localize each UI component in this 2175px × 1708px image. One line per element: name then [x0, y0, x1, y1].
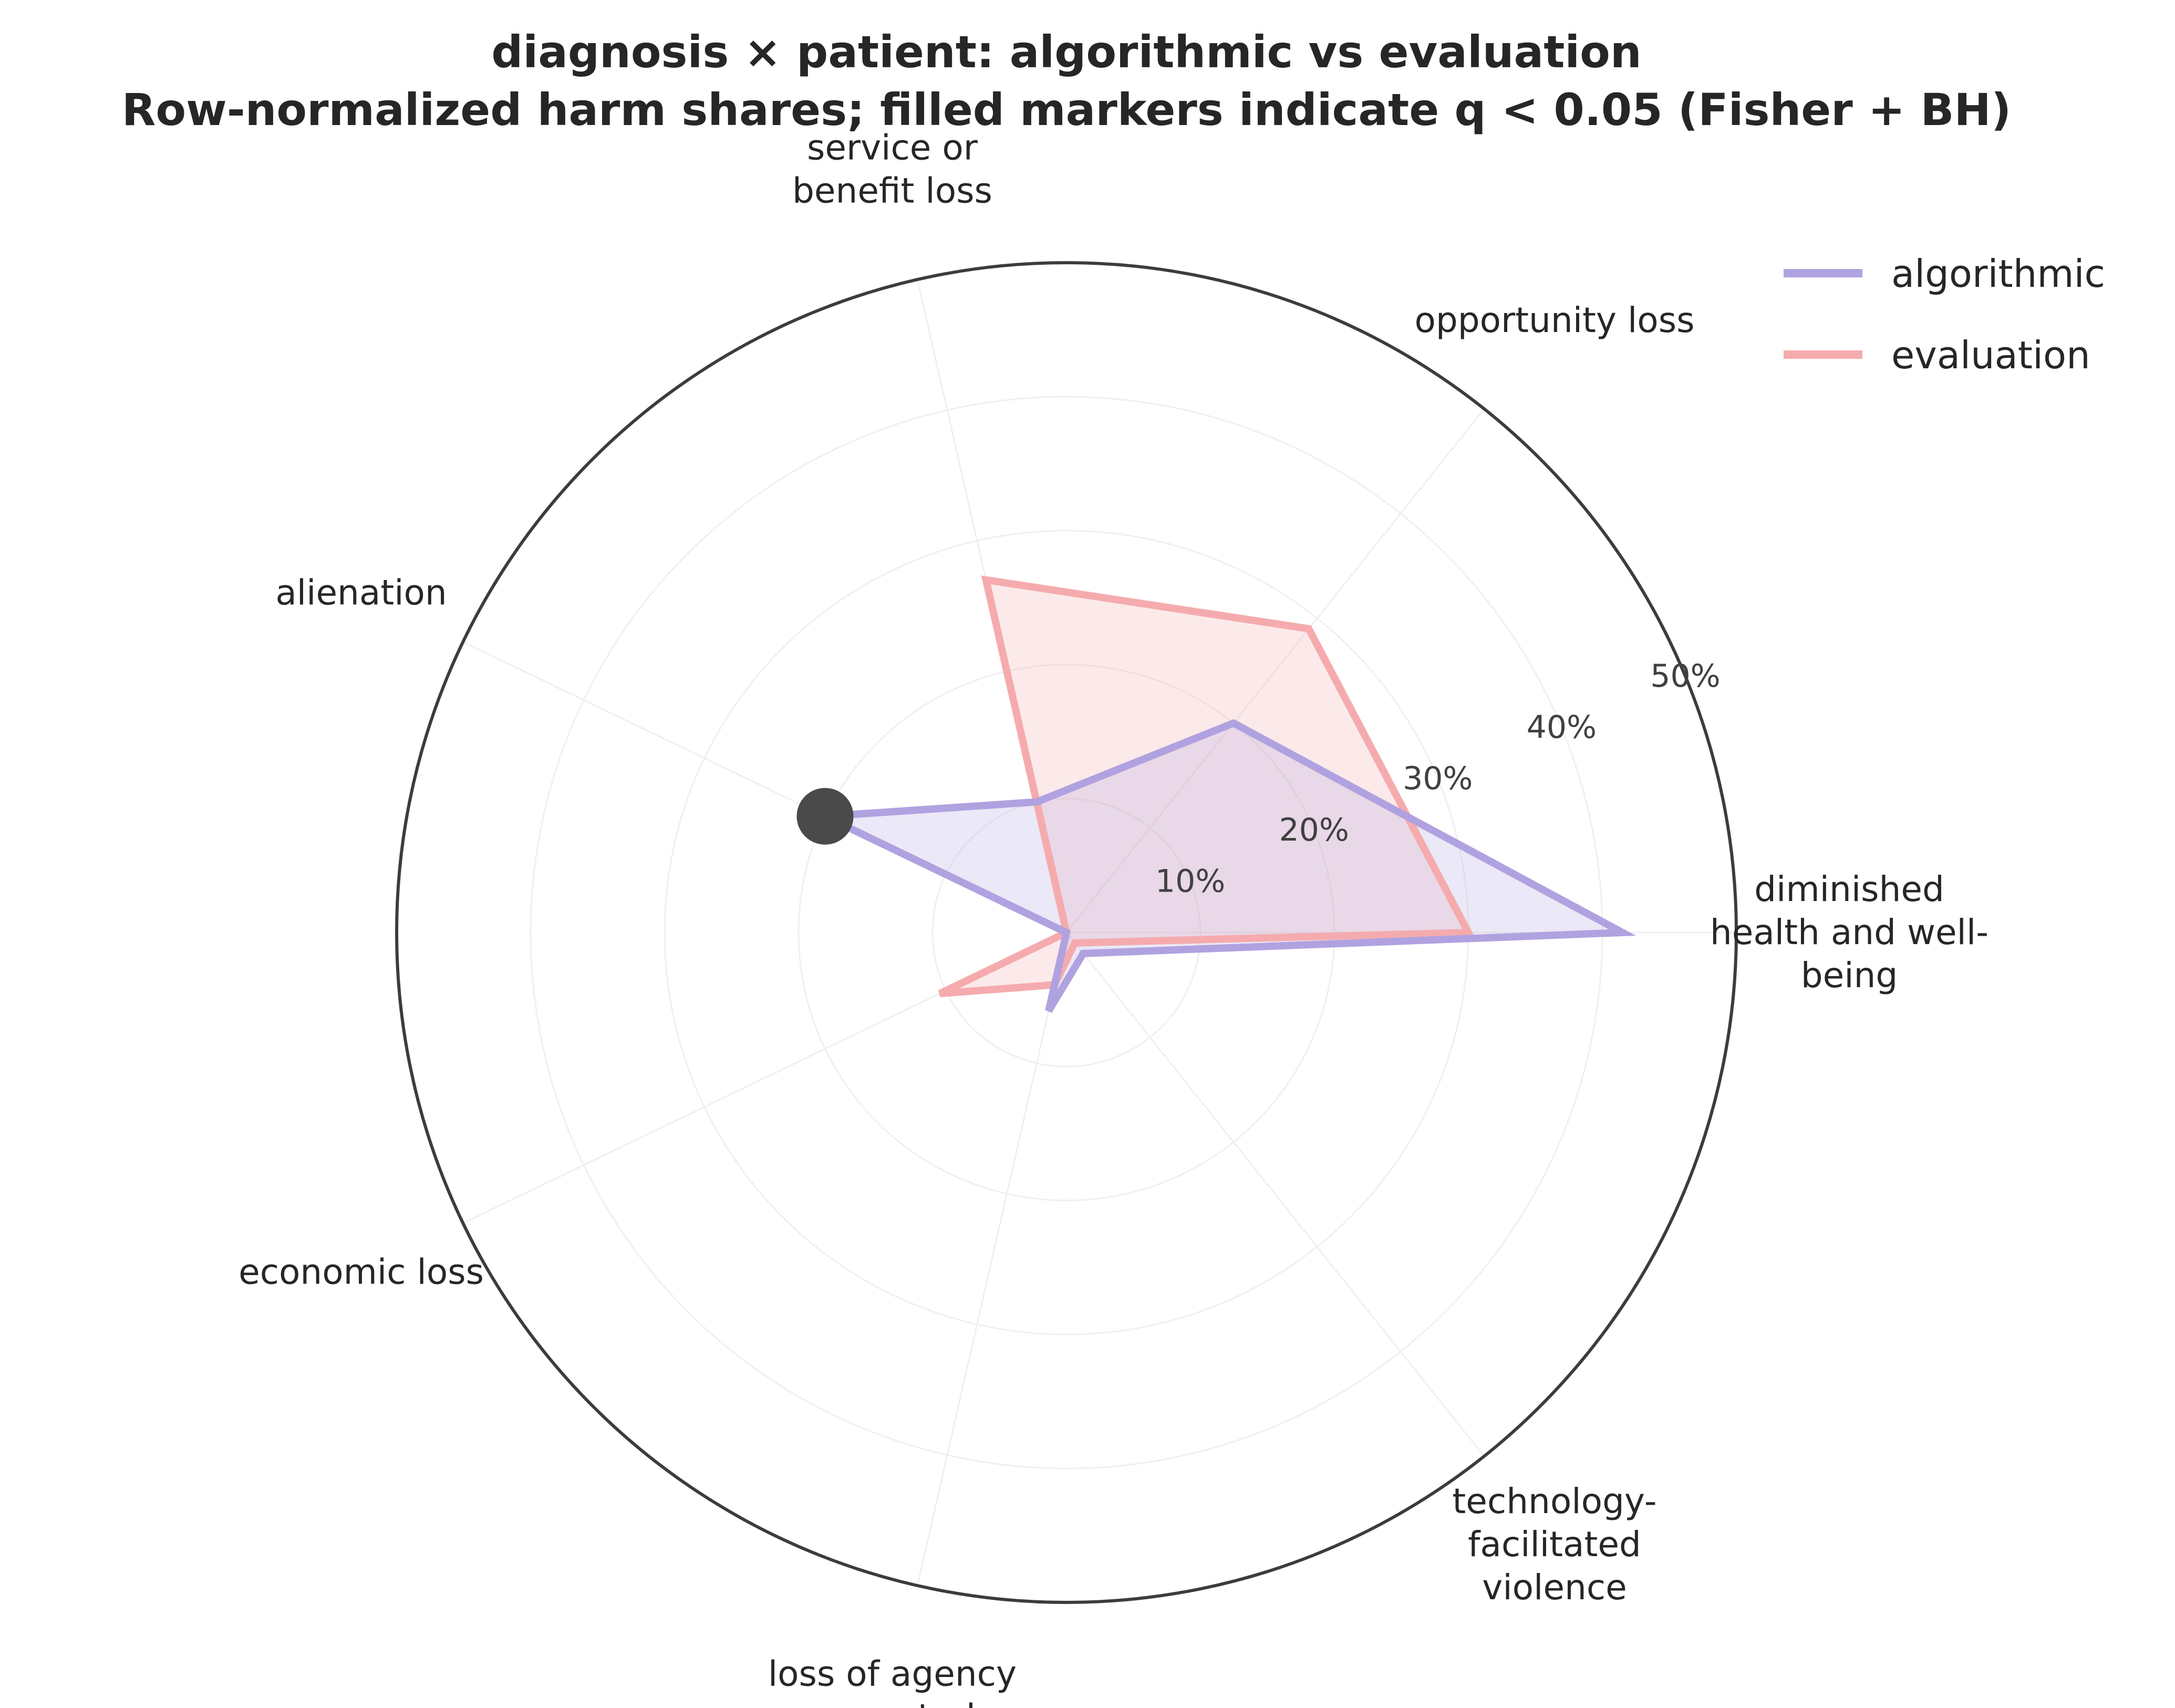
significance-markers	[796, 788, 854, 845]
category-label-3: service or benefit loss	[792, 127, 992, 211]
spoke-7	[1065, 932, 1485, 1457]
series-line-evaluation	[938, 575, 1475, 998]
outer-ring	[395, 261, 1738, 1604]
legend: algorithmic evaluation	[1784, 252, 2105, 377]
category-label-2: opportunity loss	[1415, 300, 1695, 340]
series-line-algorithmic	[811, 719, 1637, 1013]
series-layer	[811, 575, 1637, 1013]
category-label-4: alienation	[275, 573, 447, 613]
legend-label-evaluation: evaluation	[1891, 333, 2090, 377]
category-label-1: diminished health and well-being	[1710, 869, 1988, 996]
legend-label-algorithmic: algorithmic	[1891, 252, 2105, 296]
significant-marker-1	[796, 788, 854, 845]
r-tick-label-5: 50%	[1650, 658, 1720, 695]
radial-tick-labels: 10% 20% 30% 40% 50%	[1155, 658, 1721, 899]
category-label-7: technology-facilitated violence	[1452, 1481, 1656, 1608]
outer-circle	[395, 261, 1738, 1604]
chart-title-line-2: Row-normalized harm shares; filled marke…	[122, 84, 2012, 136]
r-tick-label-4: 40%	[1527, 709, 1597, 746]
r-tick-label-3: 30%	[1403, 760, 1473, 797]
r-tick-label-2: 20%	[1279, 812, 1349, 848]
spoke-6	[916, 932, 1068, 1586]
r-tick-label-1: 10%	[1155, 863, 1225, 899]
category-label-6: loss of agencyor control	[768, 1654, 1017, 1708]
chart-title: diagnosis × patient: algorithmic vs eval…	[122, 26, 2012, 136]
chart-title-line-1: diagnosis × patient: algorithmic vs eval…	[491, 26, 1641, 78]
category-labels: diminished health and well-being opportuni…	[239, 127, 1988, 1708]
category-label-5: economic loss	[239, 1251, 484, 1292]
spoke-2	[1065, 408, 1485, 933]
